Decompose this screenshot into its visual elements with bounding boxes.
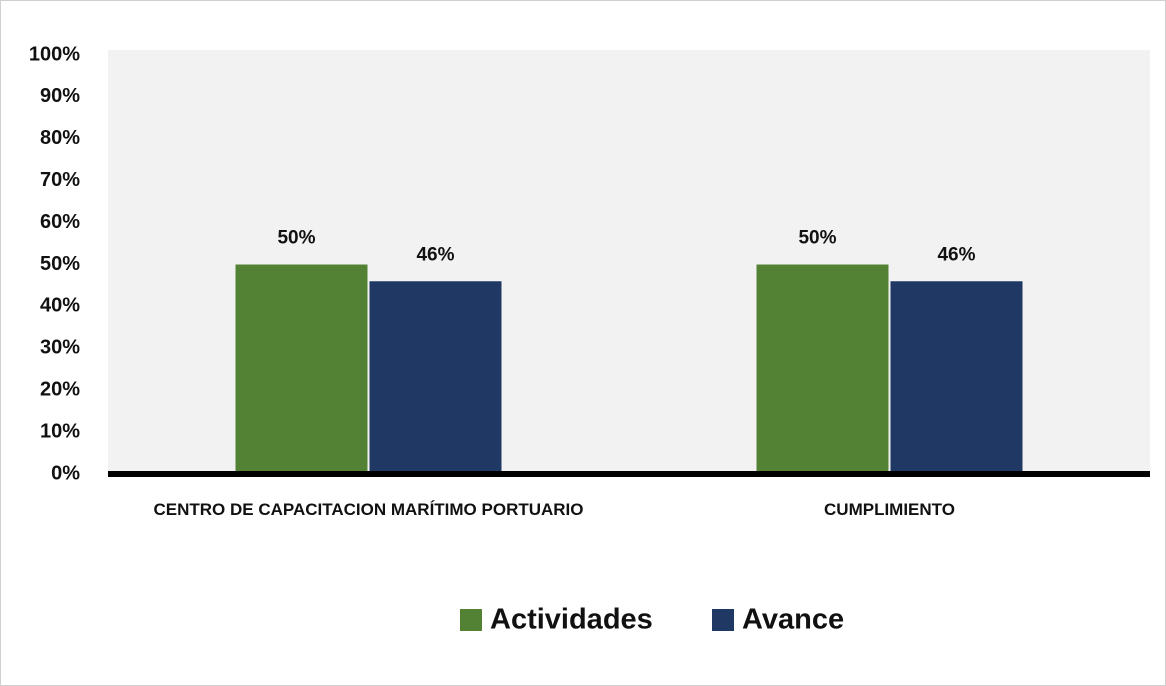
y-tick-label: 70% <box>40 169 80 191</box>
legend-swatch <box>712 609 734 631</box>
legend-box <box>450 588 855 650</box>
legend-label: Avance <box>742 604 844 636</box>
y-tick-label: 50% <box>40 253 80 275</box>
x-tick-label: CUMPLIMIENTO <box>824 500 955 519</box>
value-label: 50% <box>798 228 836 249</box>
bar <box>890 281 1023 474</box>
x-tick-label: CENTRO DE CAPACITACION MARÍTIMO PORTUARI… <box>153 500 584 519</box>
y-tick-label: 20% <box>40 378 80 400</box>
value-label: 46% <box>416 244 454 265</box>
legend-label: Actividades <box>490 604 653 636</box>
bar <box>756 264 889 474</box>
value-label: 46% <box>937 244 975 265</box>
y-tick-label: 60% <box>40 211 80 233</box>
y-tick-label: 80% <box>40 127 80 149</box>
bar <box>235 264 368 474</box>
value-label: 50% <box>277 228 315 249</box>
legend-swatch <box>460 609 482 631</box>
y-tick-label: 30% <box>40 337 80 359</box>
y-tick-label: 0% <box>51 462 80 484</box>
y-tick-label: 100% <box>29 43 80 65</box>
y-tick-label: 40% <box>40 295 80 317</box>
bar <box>369 281 502 474</box>
y-tick-label: 90% <box>40 85 80 107</box>
y-tick-label: 10% <box>40 420 80 442</box>
